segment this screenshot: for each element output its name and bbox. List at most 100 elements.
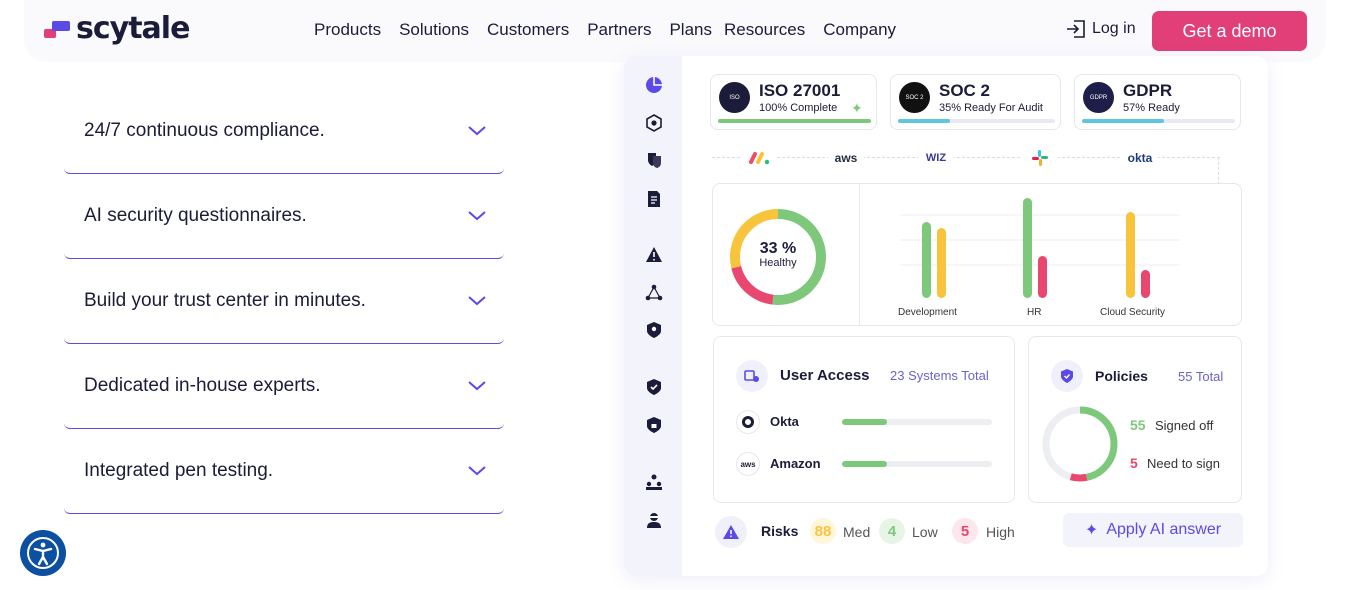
chevron-down-icon [468, 380, 486, 390]
main-menu: Products Solutions Customers Partners Pl… [314, 20, 914, 40]
user-access-title: User Access [780, 367, 870, 384]
gdpr-badge-icon: GDPR [1083, 82, 1114, 113]
dept-label-hr: HR [1027, 307, 1042, 318]
shield-lock-icon [647, 417, 661, 433]
iso-badge-icon: ISO [719, 82, 750, 113]
chevron-down-icon [468, 465, 486, 475]
cert-status: 100% Complete [759, 102, 838, 114]
card-divider [859, 183, 860, 326]
risk-med-count: 88 [810, 518, 836, 544]
menu-item-plans[interactable]: Plans [669, 20, 712, 39]
okta-logo-icon [736, 410, 760, 434]
signed-label: Signed off [1155, 418, 1214, 433]
need-label: Need to sign [1147, 456, 1220, 471]
risk-high-label: High [986, 524, 1015, 540]
warning-icon [646, 247, 662, 262]
dashboard-sidebar [624, 56, 682, 576]
accordion-item-experts[interactable]: Dedicated in-house experts. [64, 343, 504, 429]
health-overview-card [712, 183, 1242, 326]
wiz-icon: WIZ [918, 142, 954, 174]
menu-item-company[interactable]: Company [823, 20, 897, 39]
risk-high-count: 5 [952, 518, 978, 544]
shields-icon [648, 153, 661, 168]
accordion-label: Integrated pen testing. [84, 459, 274, 481]
cert-name: ISO 27001 [759, 81, 841, 100]
dept-label-cloud-security: Cloud Security [1100, 307, 1166, 318]
access-row-name: Okta [770, 414, 799, 429]
agent-icon [647, 513, 661, 528]
menu-item-partners[interactable]: Partners [587, 20, 652, 39]
document-icon [648, 191, 660, 207]
pie-chart-icon [646, 77, 662, 93]
chevron-down-icon [468, 125, 486, 135]
access-row-progress [842, 461, 992, 467]
cert-progress [1082, 119, 1235, 123]
get-demo-button[interactable]: Get a demo [1152, 11, 1307, 51]
dept-label-development: Development [898, 307, 957, 318]
signed-count: 55 [1130, 417, 1146, 433]
sparkle-icon: ✦ [851, 100, 863, 116]
need-count: 5 [1130, 455, 1138, 471]
policies-title: Policies [1095, 368, 1148, 384]
cert-card-soc2[interactable]: SOC 2 SOC 2 35% Ready For Audit [890, 74, 1061, 130]
network-icon [645, 284, 663, 301]
slack-icon [1022, 142, 1058, 174]
accordion-item-trust-center[interactable]: Build your trust center in minutes. [64, 258, 504, 344]
accordion-item-questionnaires[interactable]: AI security questionnaires. [64, 173, 504, 259]
policies-shield-icon [1051, 360, 1083, 392]
integrations-line [712, 157, 1220, 158]
health-label: Healthy [759, 257, 797, 269]
cert-name: SOC 2 [939, 81, 991, 100]
risks-label: Risks [761, 523, 799, 539]
access-row-name: Amazon [770, 456, 821, 471]
soc2-badge-icon: SOC 2 [899, 82, 930, 113]
logo-mark-icon [44, 18, 72, 40]
cert-progress [718, 119, 871, 123]
cert-status: 35% Ready For Audit [939, 102, 1043, 114]
menu-item-customers[interactable]: Customers [487, 20, 570, 39]
accordion-label: Build your trust center in minutes. [84, 289, 366, 311]
menu-item-resources[interactable]: Resources [724, 20, 806, 39]
login-link[interactable]: Log in [1066, 20, 1136, 38]
user-shield-icon [647, 322, 661, 338]
apply-ai-label: Apply AI answer [1106, 521, 1222, 538]
risk-warning-icon [715, 516, 747, 548]
user-access-icon [736, 360, 768, 392]
user-access-total: 23 Systems Total [890, 368, 989, 383]
login-icon [1067, 20, 1085, 38]
accordion-label: 24/7 continuous compliance. [84, 119, 325, 141]
apply-ai-button[interactable]: ✦ Apply AI answer [1063, 513, 1243, 547]
risk-low-count: 4 [879, 518, 905, 544]
cert-name: GDPR [1123, 81, 1173, 100]
accordion-item-compliance[interactable]: 24/7 continuous compliance. [64, 88, 504, 174]
accordion-item-pen-testing[interactable]: Integrated pen testing. [64, 428, 504, 514]
risk-med-label: Med [843, 524, 871, 540]
accordion-label: Dedicated in-house experts. [84, 374, 321, 396]
logo-text: scytale [76, 11, 190, 46]
shield-check-icon [647, 379, 661, 395]
accessibility-button[interactable] [20, 530, 66, 576]
scytale-logo[interactable]: scytale [44, 11, 190, 46]
cert-card-gdpr[interactable]: GDPR GDPR 57% Ready [1074, 74, 1241, 130]
cert-card-iso[interactable]: ISO ISO 27001 100% Complete ✦ [710, 74, 877, 130]
integrations-line-drop [1218, 157, 1219, 185]
policies-total: 55 Total [1178, 369, 1224, 384]
team-icon [646, 474, 662, 490]
monday-icon [741, 142, 777, 174]
cert-progress [898, 119, 1055, 123]
login-label: Log in [1092, 20, 1136, 37]
menu-item-solutions[interactable]: Solutions [399, 20, 470, 39]
top-navbar: scytale Products Solutions Customers Par… [24, 0, 1326, 62]
aws-logo-icon: aws [736, 452, 760, 476]
menu-item-products[interactable]: Products [314, 20, 382, 39]
gear-shield-icon [646, 114, 662, 132]
cert-status: 57% Ready [1123, 102, 1180, 114]
sparkle-icon: ✦ [1084, 522, 1099, 539]
health-donut [730, 209, 826, 305]
okta-icon: okta [1122, 142, 1158, 174]
accordion-label: AI security questionnaires. [84, 204, 307, 226]
accessibility-icon [27, 537, 59, 569]
policies-donut [1042, 406, 1118, 482]
chevron-down-icon [468, 210, 486, 220]
health-percent: 33 % [759, 240, 797, 257]
